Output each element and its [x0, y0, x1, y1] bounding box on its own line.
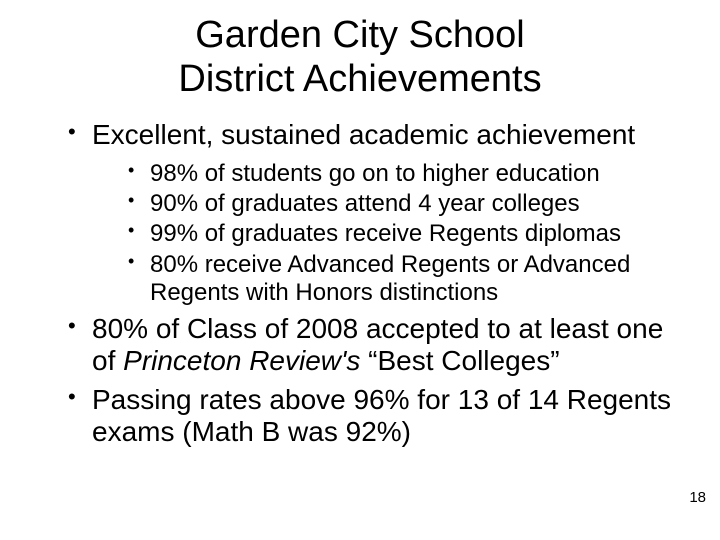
slide-title: Garden City School District Achievements [0, 0, 720, 101]
list-item: Passing rates above 96% for 13 of 14 Reg… [68, 384, 680, 448]
list-item: 80% of Class of 2008 accepted to at leas… [68, 313, 680, 377]
list-item: 99% of graduates receive Regents diploma… [128, 220, 680, 248]
list-item: 80% receive Advanced Regents or Advanced… [128, 251, 680, 308]
list-item-text: Passing rates above 96% for 13 of 14 Reg… [92, 384, 671, 447]
list-item: Excellent, sustained academic achievemen… [68, 119, 680, 307]
list-item-text: 99% of graduates receive Regents diploma… [150, 220, 621, 247]
slide-content: Excellent, sustained academic achievemen… [0, 101, 720, 448]
title-line-1: Garden City School [195, 14, 525, 56]
bullet-list-level1: Excellent, sustained academic achievemen… [40, 119, 680, 448]
title-line-2: District Achievements [178, 58, 541, 100]
bullet-list-level2: 98% of students go on to higher educatio… [92, 160, 680, 308]
list-item-text: 98% of students go on to higher educatio… [150, 160, 600, 187]
list-item-text: 80% receive Advanced Regents or Advanced… [150, 251, 630, 306]
list-item: 98% of students go on to higher educatio… [128, 160, 680, 188]
slide: Garden City School District Achievements… [0, 0, 720, 540]
list-item-text-italic: Princeton Review's [123, 345, 360, 376]
page-number: 18 [689, 489, 706, 506]
list-item-text-part-b: “Best Colleges” [360, 345, 559, 376]
list-item-text: 90% of graduates attend 4 year colleges [150, 190, 580, 217]
list-item: 90% of graduates attend 4 year colleges [128, 190, 680, 218]
list-item-text: Excellent, sustained academic achievemen… [92, 119, 635, 150]
